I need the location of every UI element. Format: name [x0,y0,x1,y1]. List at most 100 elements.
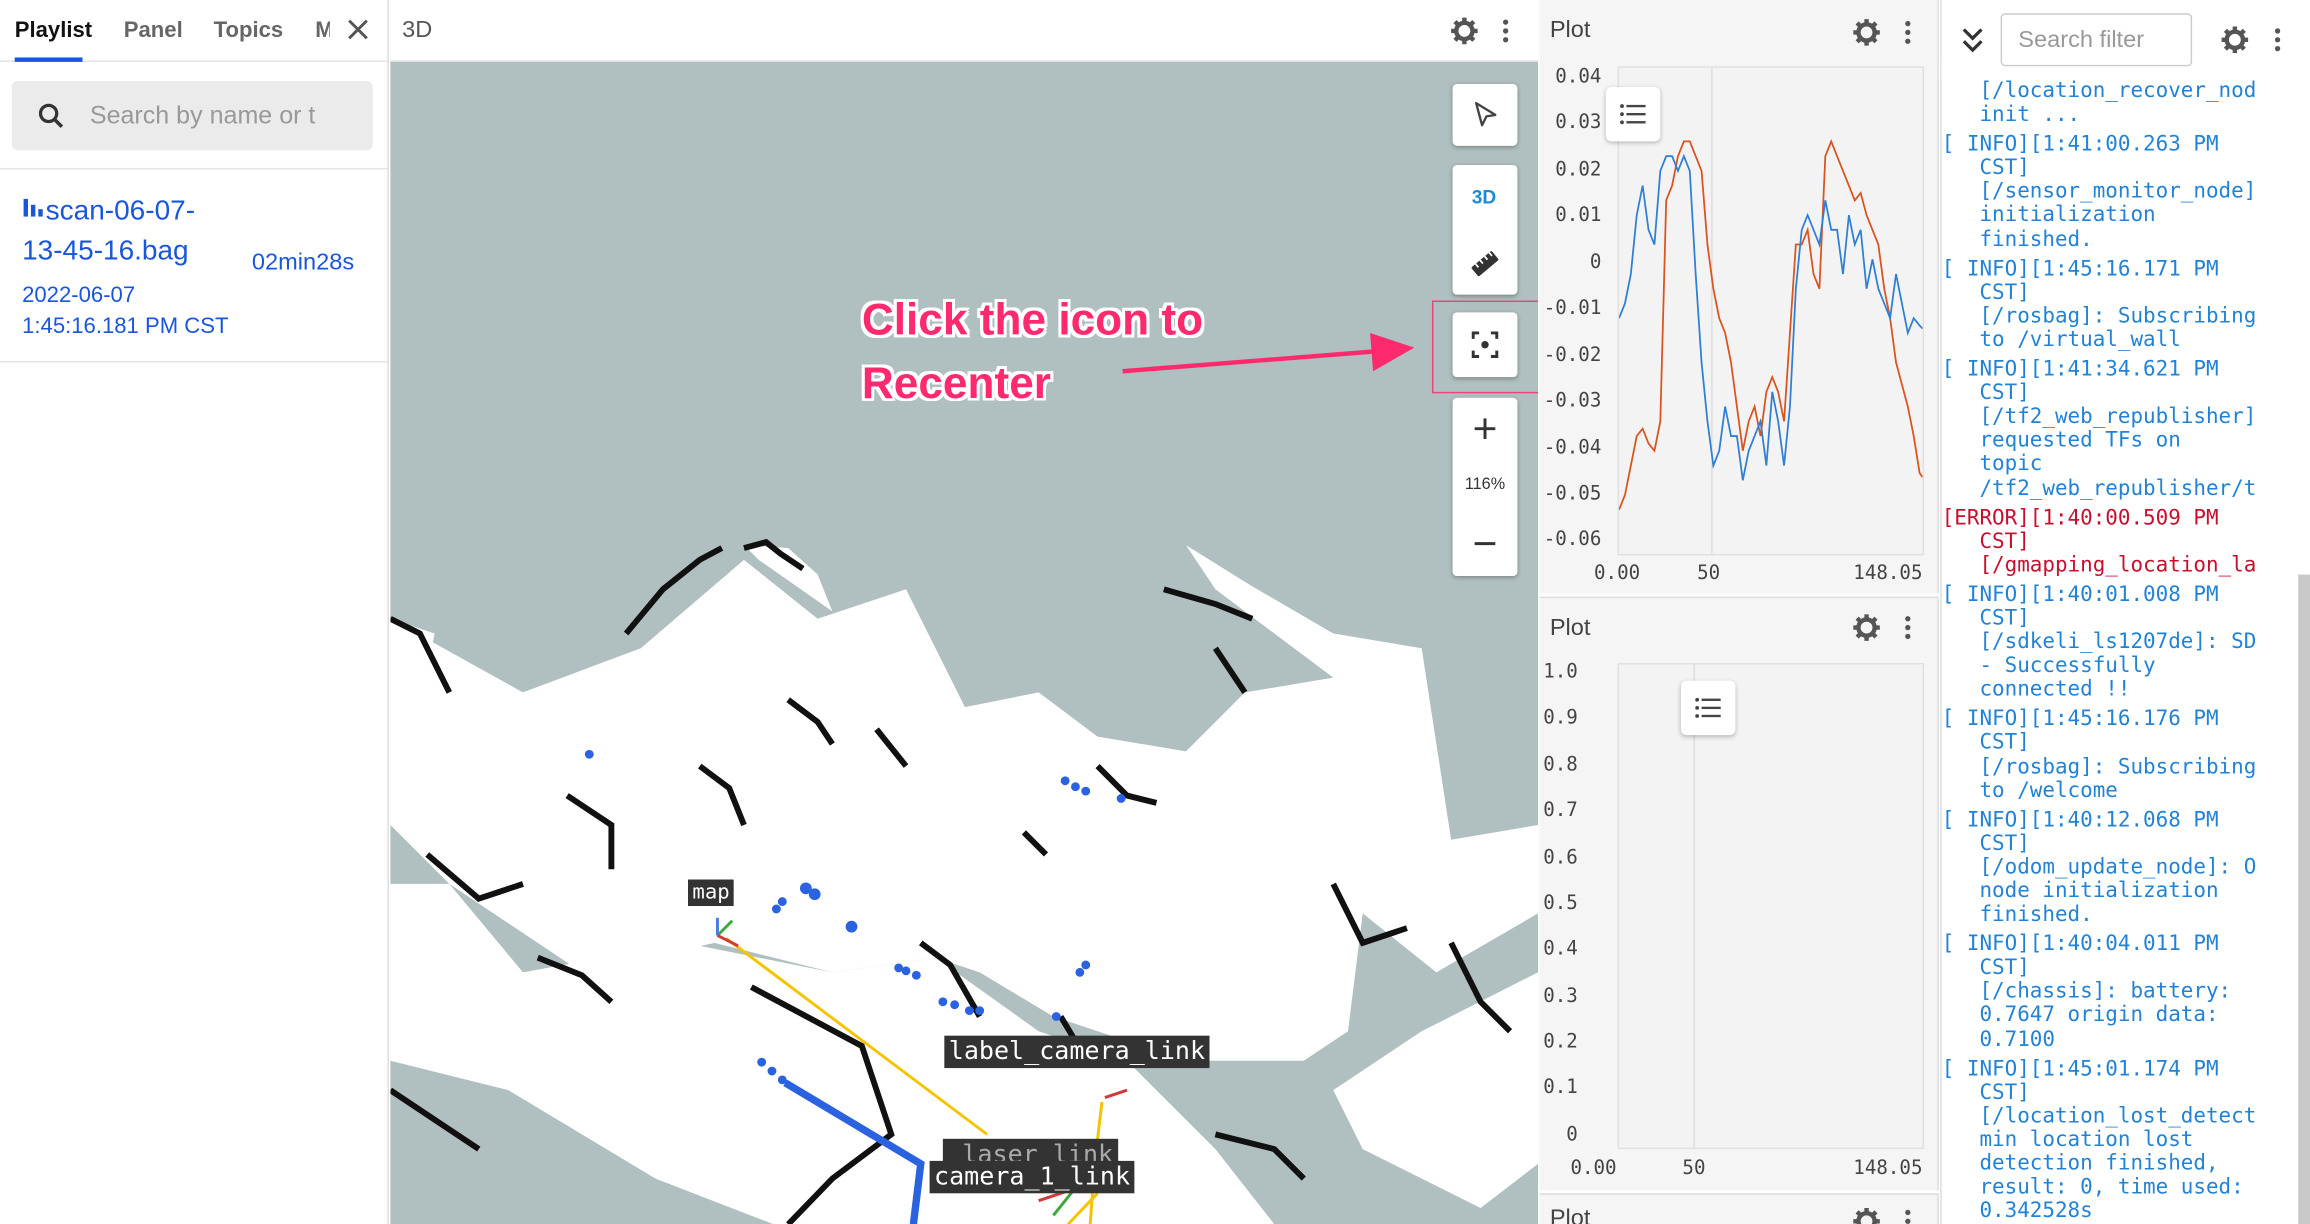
zoom-out-icon[interactable] [1472,530,1499,557]
annotation-callout: Click the icon to Recenter [862,289,1203,416]
x-tick: 0.00 [1570,1157,1617,1181]
bag-name[interactable]: scan-06-07- 13-45-16.bag [22,192,258,272]
log-filter-input[interactable]: Search filter [2000,13,2193,67]
bag-name-line2: 13-45-16.bag [22,235,189,267]
bag-date-line2: 1:45:16.181 PM CST [22,313,229,339]
occupancy-map[interactable] [390,62,1539,1224]
plot-title: Plot [1549,615,1591,641]
x-tick: 50 [1682,1157,1706,1181]
cursor-arrow-icon [1474,101,1497,127]
annotation-arrow [1122,332,1415,374]
settings-gear-icon[interactable] [1450,16,1479,45]
log-entry: [ INFO][1:45:01.174 PM CST] [/location_l… [1941,1057,2257,1224]
zoom-level: 116% [1464,475,1506,494]
y-tick: -0.01 [1543,297,1602,320]
view-mode-label: 3D [1471,185,1497,208]
close-icon[interactable] [345,16,372,43]
more-vertical-icon[interactable] [1893,1207,1922,1224]
log-filter-placeholder: Search filter [2018,27,2145,54]
ruler-icon [1471,251,1499,277]
tab-panel[interactable]: Panel [123,17,183,43]
y-tick: 0.02 [1555,159,1602,182]
tab-topics[interactable]: Topics [213,17,284,43]
search-box[interactable]: Search by name or t [11,81,373,151]
plot-series [1619,67,1923,554]
search-input[interactable]: Search by name or t [89,101,316,130]
tab-more[interactable]: M [315,18,330,43]
3d-panel[interactable]: 3D 3D 116% Click the icon to [390,0,1539,1224]
plot-header: Plot [1539,598,1938,658]
x-tick: 50 [1697,562,1721,585]
y-tick: 0.9 [1543,707,1578,730]
collapse-chevrons-icon[interactable] [1959,25,1986,54]
plot-panel-2[interactable]: Plot 1.0 0.9 0.8 0.7 0.6 0.5 0.4 0.3 0.2… [1539,596,1939,1191]
recenter-highlight-box [1431,300,1539,394]
log-entry: [/location_recover_nod init ... [1979,79,2257,127]
list-icon [1620,104,1646,125]
tf-label-camera-1-link: camera_1_link [929,1160,1135,1194]
sidebar-tabs: Playlist Panel Topics M [0,0,388,62]
plot-area[interactable] [1605,66,1925,556]
annotation-line2: Recenter [861,359,1052,409]
more-vertical-icon[interactable] [1893,613,1922,642]
y-tick: -0.04 [1543,437,1602,460]
list-icon [1695,697,1721,718]
y-tick: 1.0 [1543,661,1578,684]
plot-panel-3[interactable]: Plot [1539,1193,1939,1224]
y-tick: 0.3 [1543,985,1578,1008]
legend-toggle-button[interactable] [1605,86,1661,142]
y-tick: 0 [1566,1124,1578,1147]
x-tick: 0.00 [1594,562,1641,585]
y-tick: 0.04 [1555,66,1602,89]
plot-header: Plot [1539,0,1938,59]
settings-gear-icon[interactable] [1852,613,1881,642]
y-tick: -0.03 [1543,390,1602,413]
log-entry: [ INFO][1:40:12.068 PM CST] [/odom_updat… [1941,808,2257,927]
tf-label-map: map [687,879,735,907]
plot-panel-1[interactable]: Plot 0.04 0.03 0.02 0.01 0 -0.01 -0.02 -… [1539,0,1939,594]
settings-gear-icon[interactable] [1852,1207,1881,1224]
zoom-in-icon[interactable] [1472,415,1499,442]
log-panel[interactable]: Search filter [/location_recover_nod ini… [1940,0,2310,1224]
select-tool-button[interactable] [1452,83,1518,146]
y-tick: -0.05 [1543,483,1602,506]
view-controls: 3D [1452,164,1518,295]
plot-area[interactable] [1617,662,1925,1150]
log-scrollbar[interactable] [2298,574,2310,1224]
log-list[interactable]: [/location_recover_nod init ... [ INFO][… [1942,78,2299,1224]
more-vertical-icon[interactable] [1491,16,1520,45]
log-entry: [ INFO][1:41:00.263 PM CST] [/sensor_mon… [1941,132,2257,252]
log-entry: [ INFO][1:41:34.621 PM CST] [/tf2_web_re… [1941,358,2257,501]
log-entry: [ INFO][1:45:16.171 PM CST] [/rosbag]: S… [1941,257,2257,353]
measure-tool-button[interactable] [1453,230,1518,295]
legend-toggle-button[interactable] [1680,680,1736,736]
y-tick: 0.6 [1543,847,1578,870]
settings-gear-icon[interactable] [1852,18,1881,47]
y-tick: 0.8 [1543,754,1578,777]
zoom-controls: 116% [1452,397,1518,577]
log-entry: [ INFO][1:40:04.011 PM CST] [/chassis]: … [1941,932,2232,1052]
bag-date-line1: 2022-06-07 [22,282,136,308]
playlist-sidebar: Playlist Panel Topics M Search by name o… [0,0,389,1224]
x-tick: 148.05 [1853,562,1923,585]
y-tick: 0.4 [1543,938,1578,961]
y-tick: 0.1 [1543,1076,1578,1100]
y-tick: -0.06 [1543,528,1602,551]
x-tick: 148.05 [1853,1157,1923,1181]
recenter-button[interactable] [1452,312,1518,378]
y-tick: -0.02 [1543,344,1602,367]
y-tick: 0 [1589,251,1602,275]
bag-date: 2022-06-07 1:45:16.181 PM CST [22,280,228,342]
more-vertical-icon[interactable] [2263,25,2292,54]
y-tick: 0.03 [1555,111,1602,135]
settings-gear-icon[interactable] [2220,25,2249,54]
log-entry: [ INFO][1:40:01.008 PM CST] [/sdkeli_ls1… [1941,583,2257,702]
log-entry: [ INFO][1:45:16.176 PM CST] [/rosbag]: S… [1941,707,2257,803]
more-vertical-icon[interactable] [1893,18,1922,47]
bag-duration: 02min28s [251,250,355,276]
tab-playlist[interactable]: Playlist [14,17,93,43]
toggle-3d-button[interactable]: 3D [1453,165,1518,230]
3d-panel-header: 3D [390,0,1539,62]
log-entry-error: [ERROR][1:40:00.509 PM CST] [/gmapping_l… [1941,506,2257,578]
tf-label-camera-link: label_camera_link [944,1035,1210,1069]
